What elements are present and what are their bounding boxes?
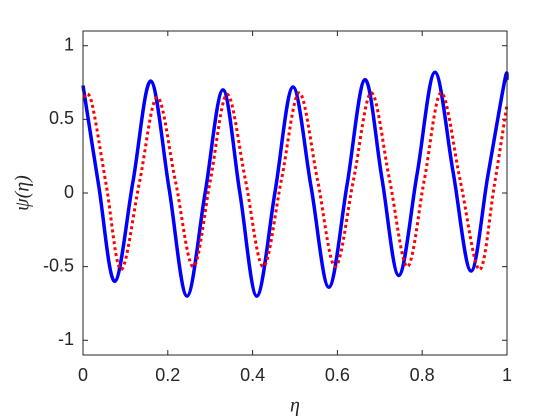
axes-box bbox=[82, 30, 508, 356]
x-tick-label: 0.6 bbox=[325, 365, 350, 385]
x-axis-label: η bbox=[290, 395, 300, 417]
y-tick-label: 0.5 bbox=[49, 108, 74, 128]
y-tick-label: -1 bbox=[58, 329, 74, 349]
y-tick-label: -0.5 bbox=[43, 255, 74, 275]
series-line bbox=[81, 91, 509, 272]
x-tick-label: 0.4 bbox=[240, 365, 265, 385]
series-line bbox=[81, 70, 509, 298]
y-axis-label: ψ(η) bbox=[12, 175, 34, 211]
x-tick-label: 0.2 bbox=[155, 365, 180, 385]
x-tick-label: 1 bbox=[502, 365, 512, 385]
x-tick-label: 0 bbox=[78, 365, 88, 385]
y-tick-label: 1 bbox=[64, 34, 74, 54]
x-tick-label: 0.8 bbox=[410, 365, 435, 385]
plot-area bbox=[83, 31, 507, 355]
y-tick-label: 0 bbox=[64, 182, 74, 202]
